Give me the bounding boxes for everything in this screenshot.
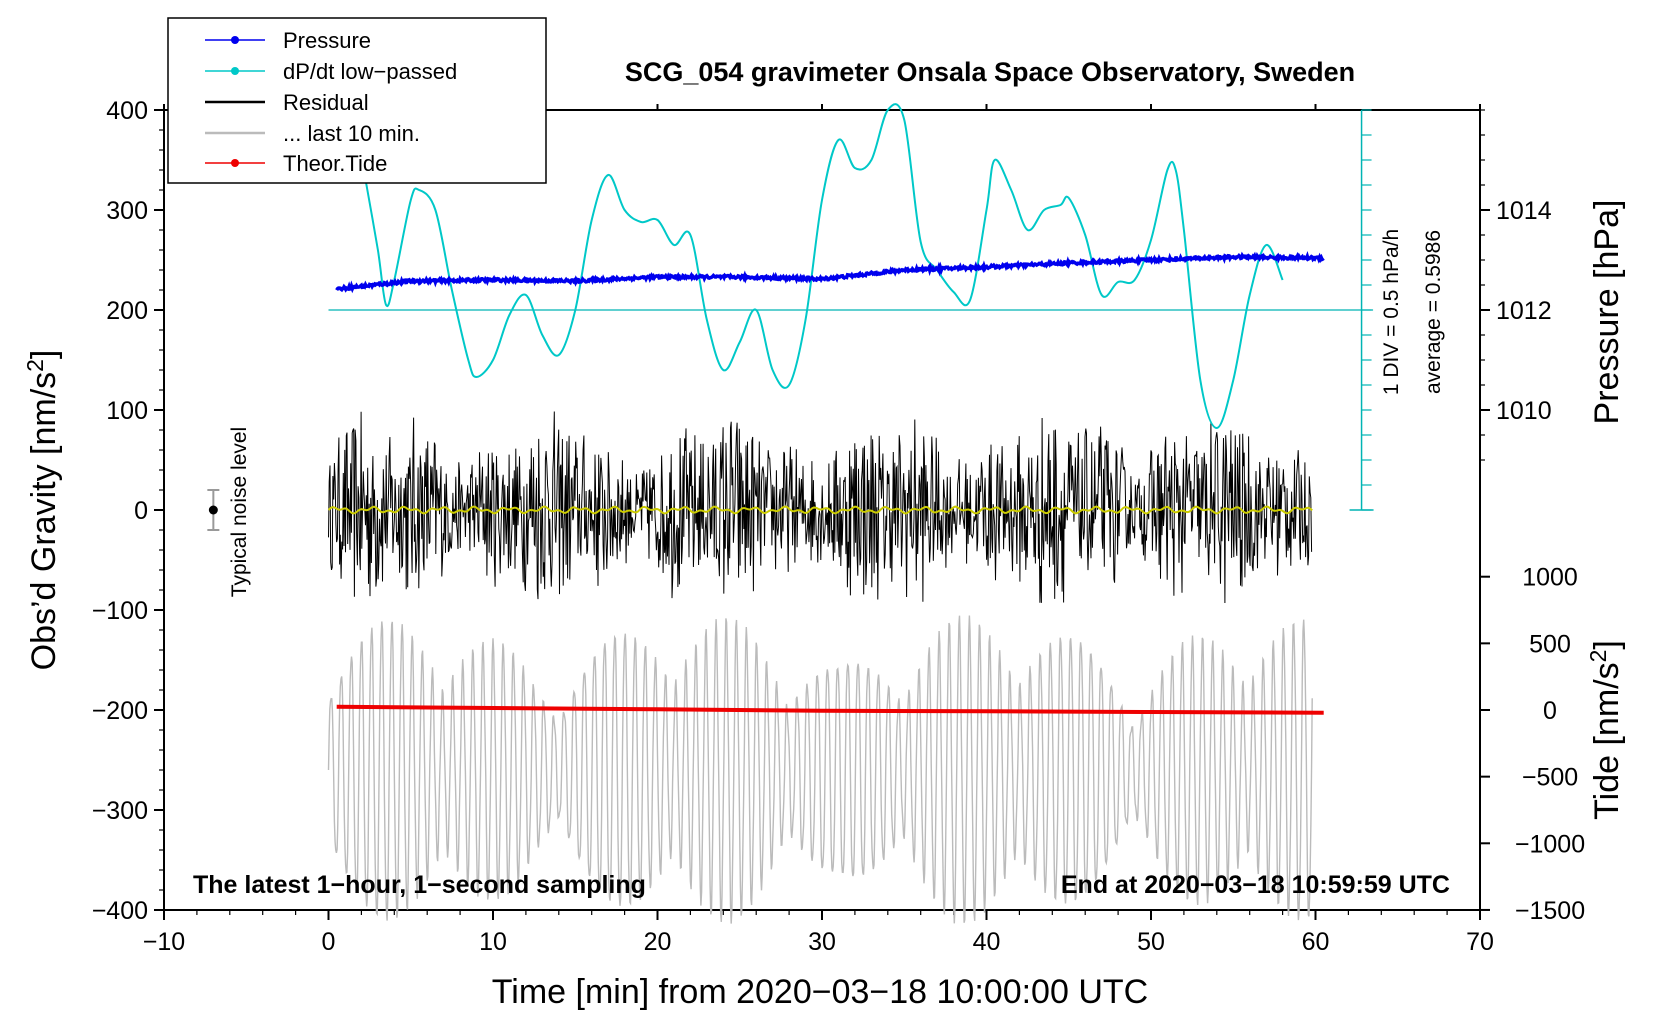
tide-tick-label: −1500 xyxy=(1515,897,1585,925)
series-pressure xyxy=(335,250,1325,294)
tide-tick-label: 500 xyxy=(1529,630,1571,658)
x-axis-label: Time [min] from 2020−03−18 10:00:00 UTC xyxy=(492,973,1148,1011)
y-tick-label: 0 xyxy=(134,497,148,525)
y-tick-label: 400 xyxy=(106,97,148,125)
x-tick-label: 70 xyxy=(1466,928,1494,956)
dpdt-scale-label: 1 DIV = 0.5 hPa/h xyxy=(1380,229,1403,395)
legend: Pressure dP/dt low−passed Residual ... l… xyxy=(167,17,547,184)
legend-label-residual: Residual xyxy=(283,90,369,115)
series-layer xyxy=(207,103,1374,924)
sampling-annotation: The latest 1−hour, 1−second sampling xyxy=(193,871,646,899)
dpdt-average-label: average = 0.5986 xyxy=(1422,230,1445,394)
pressure-tick-label: 1014 xyxy=(1496,197,1552,225)
series-last-10-min xyxy=(327,615,1313,924)
y-tick-label: −300 xyxy=(92,797,148,825)
x-tick-label: 10 xyxy=(479,928,507,956)
noise-level-label: Typical noise level xyxy=(228,427,251,597)
legend-marker-tide xyxy=(231,159,239,167)
legend-label-dpdt: dP/dt low−passed xyxy=(283,59,457,84)
x-tick-label: −10 xyxy=(143,928,185,956)
series-dpdt xyxy=(363,103,1284,430)
end-time-annotation: End at 2020−03−18 10:59:59 UTC xyxy=(1061,871,1450,899)
legend-label-pressure: Pressure xyxy=(283,28,371,53)
legend-label-tide: Theor.Tide xyxy=(283,151,387,176)
y-tick-label: 200 xyxy=(106,297,148,325)
legend-marker-pressure xyxy=(231,36,239,44)
x-tick-label: 40 xyxy=(973,928,1001,956)
y-tick-label: −100 xyxy=(92,597,148,625)
pressure-tick-label: 1012 xyxy=(1496,297,1552,325)
x-tick-label: 60 xyxy=(1302,928,1330,956)
y-axis-label-tide: Tide [nm/s2] xyxy=(1585,640,1626,820)
x-tick-label: 0 xyxy=(322,928,336,956)
series-theor-tide xyxy=(336,704,1324,715)
y-axis-label-pressure: Pressure [hPa] xyxy=(1588,200,1626,425)
tide-tick-label: −500 xyxy=(1522,764,1578,792)
series-residual-lowpassed xyxy=(327,505,1313,515)
noise-point xyxy=(208,505,218,515)
y-tick-label: 100 xyxy=(106,397,148,425)
x-tick-label: 50 xyxy=(1137,928,1165,956)
axis-ticks: −10 0 10 20 30 40 50 60 704003002001000−100−200−… xyxy=(92,97,1585,956)
tide-tick-label: 0 xyxy=(1543,697,1557,725)
pressure-tick-label: 1010 xyxy=(1496,397,1552,425)
x-tick-label: 30 xyxy=(808,928,836,956)
legend-label-last10: ... last 10 min. xyxy=(283,121,420,146)
legend-box xyxy=(167,17,547,184)
tide-tick-label: 1000 xyxy=(1522,564,1578,592)
chart-title: SCG_054 gravimeter Onsala Space Observat… xyxy=(625,57,1355,87)
legend-marker-dpdt xyxy=(231,67,239,75)
x-tick-label: 20 xyxy=(644,928,672,956)
tide-tick-label: −1000 xyxy=(1515,830,1585,858)
y-tick-label: −200 xyxy=(92,697,148,725)
y-tick-label: −400 xyxy=(92,897,148,925)
y-tick-label: 300 xyxy=(106,197,148,225)
y-axis-label-gravity: Obs’d Gravity [nm/s2] xyxy=(22,350,63,671)
